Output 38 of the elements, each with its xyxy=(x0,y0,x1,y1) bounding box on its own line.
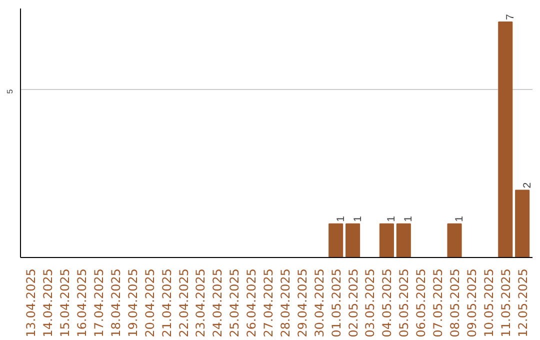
x-tick-label: 18.04.2025 xyxy=(108,268,123,338)
data-label: 1 xyxy=(386,216,398,222)
x-tick-label: 01.05.2025 xyxy=(329,268,344,338)
x-tick-label: 30.04.2025 xyxy=(312,268,326,338)
x-tick-label: 15.04.2025 xyxy=(58,268,72,338)
data-label: 7 xyxy=(504,14,516,20)
x-tick-label: 13.04.2025 xyxy=(24,268,38,338)
x-tick-label: 19.04.2025 xyxy=(126,268,140,338)
x-tick-label: 10.05.2025 xyxy=(482,268,496,338)
data-label: 1 xyxy=(334,216,347,222)
x-tick-label: 06.05.2025 xyxy=(414,268,428,338)
data-label: 1 xyxy=(454,216,466,222)
x-tick-label: 22.04.2025 xyxy=(176,268,191,338)
data-label: 2 xyxy=(521,182,534,188)
x-tick-label: 25.04.2025 xyxy=(228,268,242,338)
x-tick-label: 08.05.2025 xyxy=(448,268,462,338)
x-tick-label: 21.04.2025 xyxy=(160,268,174,338)
x-tick-label: 26.04.2025 xyxy=(244,268,259,338)
x-tick-label: 23.04.2025 xyxy=(194,268,208,338)
x-tick-label: 11.05.2025 xyxy=(498,268,513,338)
x-tick-label: 12.05.2025 xyxy=(516,268,530,338)
x-tick-label: 29.04.2025 xyxy=(295,268,310,338)
data-label: 1 xyxy=(402,216,415,222)
x-tick-label: 24.04.2025 xyxy=(210,268,225,338)
x-tick-label: 28.04.2025 xyxy=(278,268,292,338)
x-tick-label: 20.04.2025 xyxy=(142,268,157,338)
x-tick-label: 14.04.2025 xyxy=(41,268,56,338)
x-tick-label: 03.05.2025 xyxy=(363,268,378,338)
y-tick-label: 5 xyxy=(6,88,14,94)
x-tick-label: 05.05.2025 xyxy=(397,268,412,338)
x-tick-label: 09.05.2025 xyxy=(464,268,479,338)
x-tick-label: 04.05.2025 xyxy=(380,268,394,338)
x-tick-label: 02.05.2025 xyxy=(346,268,360,338)
data-label: 1 xyxy=(352,216,364,222)
x-tick-label: 17.04.2025 xyxy=(92,268,106,338)
x-tick-label: 27.04.2025 xyxy=(262,268,276,338)
x-tick-label: 16.04.2025 xyxy=(75,268,90,338)
x-tick-label: 07.05.2025 xyxy=(431,268,446,338)
